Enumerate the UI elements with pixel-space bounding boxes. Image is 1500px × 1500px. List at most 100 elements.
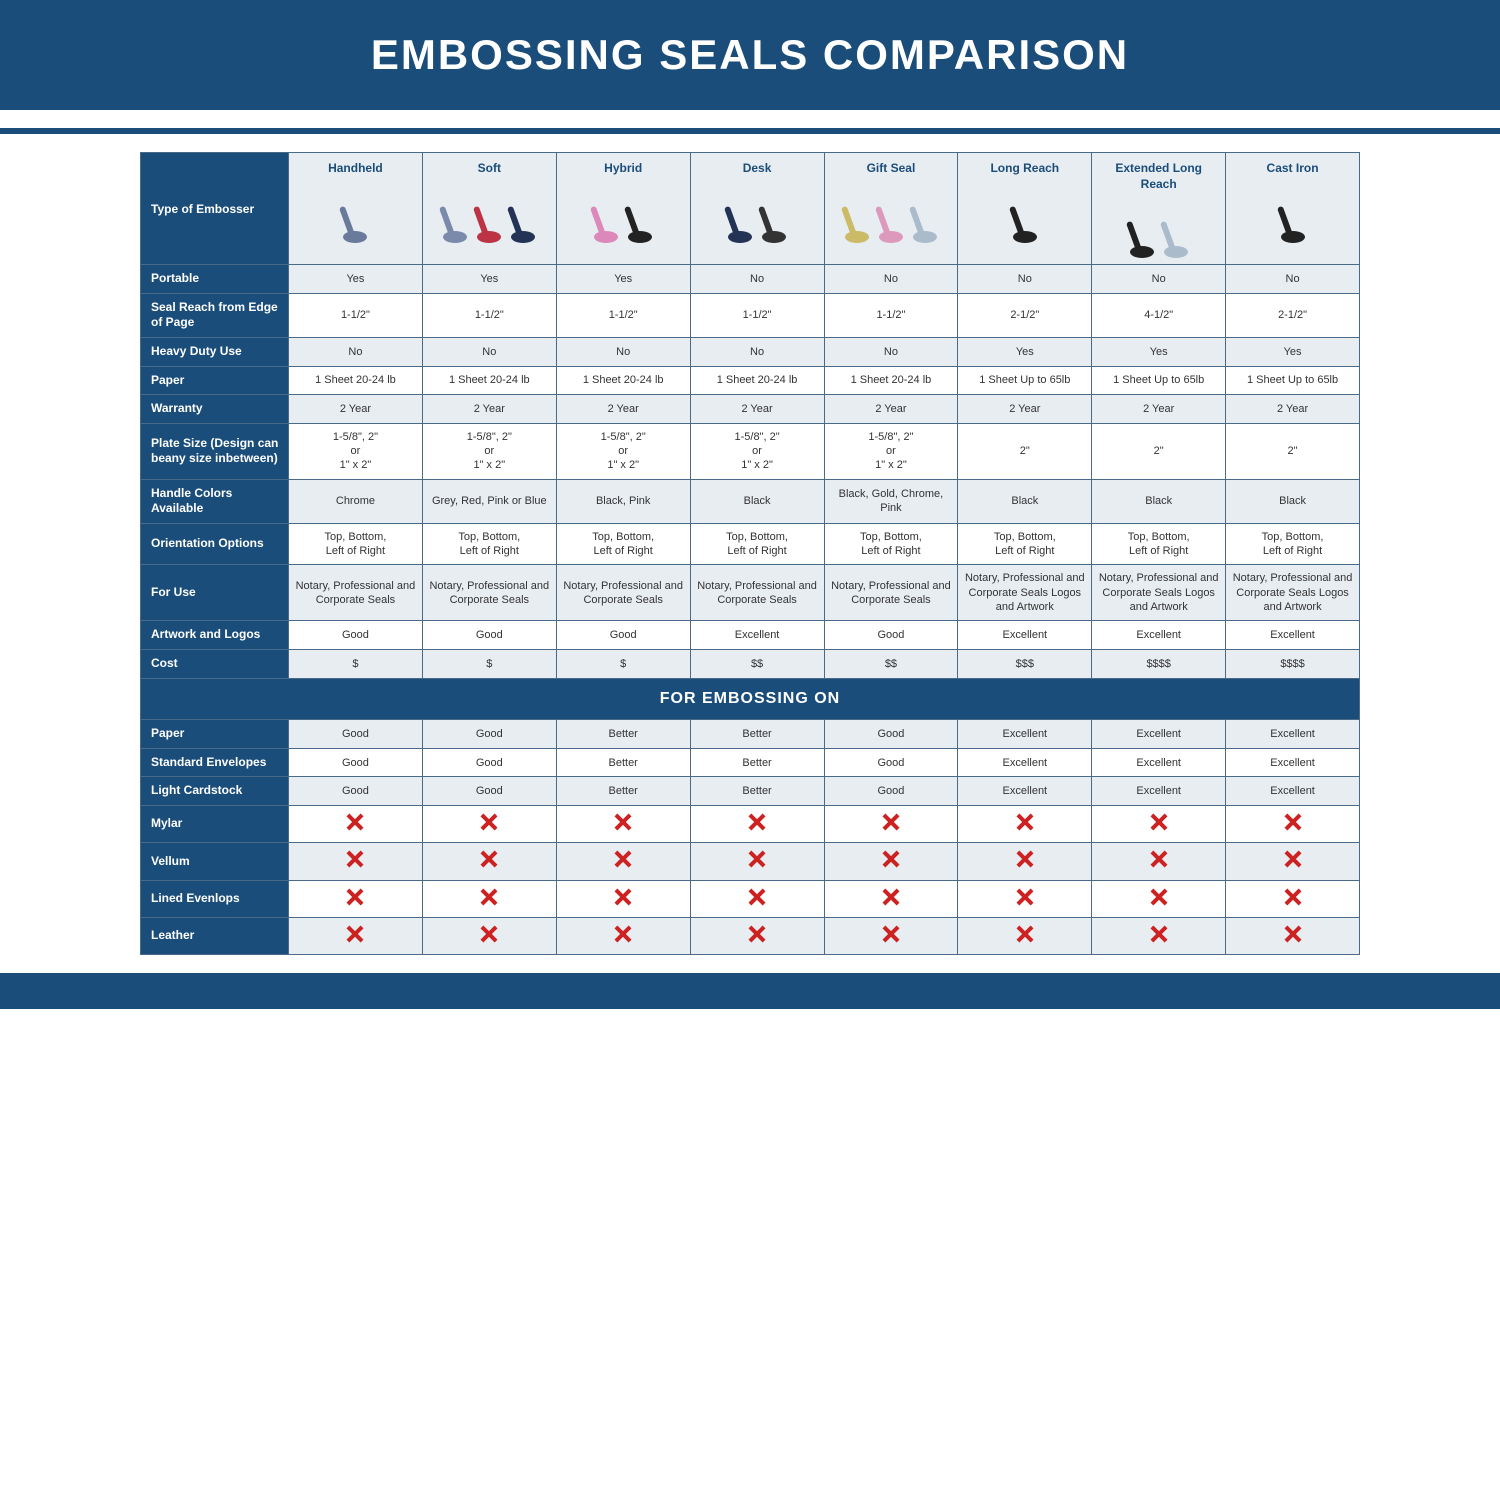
table-cell bbox=[824, 880, 958, 917]
table-cell: Top, Bottom,Left of Right bbox=[690, 523, 824, 565]
table-cell: Excellent bbox=[1226, 777, 1360, 806]
row-label: Vellum bbox=[141, 843, 289, 880]
embosser-icon bbox=[1096, 198, 1221, 258]
table-cell: Notary, Professional and Corporate Seals… bbox=[1226, 565, 1360, 621]
column-header: Long Reach bbox=[958, 153, 1092, 265]
table-cell bbox=[958, 843, 1092, 880]
column-header: Gift Seal bbox=[824, 153, 958, 265]
x-mark-icon bbox=[479, 887, 499, 907]
row-label: Plate Size (Design can beany size inbetw… bbox=[141, 423, 289, 479]
embosser-icon bbox=[561, 183, 686, 243]
row-label: Cost bbox=[141, 649, 289, 678]
table-cell: Yes bbox=[958, 337, 1092, 366]
table-cell bbox=[556, 806, 690, 843]
row-label: Handle Colors Available bbox=[141, 479, 289, 523]
x-mark-icon bbox=[1283, 849, 1303, 869]
x-mark-icon bbox=[747, 924, 767, 944]
divider-line bbox=[0, 128, 1500, 134]
table-cell bbox=[824, 917, 958, 954]
row-label: Portable bbox=[141, 265, 289, 294]
embosser-glyph bbox=[473, 195, 505, 243]
x-mark-icon bbox=[1283, 812, 1303, 832]
table-cell: 1 Sheet Up to 65lb bbox=[1092, 366, 1226, 395]
table-cell: Top, Bottom,Left of Right bbox=[556, 523, 690, 565]
table-cell: $$$$ bbox=[1226, 649, 1360, 678]
x-mark-icon bbox=[345, 812, 365, 832]
table-cell: No bbox=[824, 265, 958, 294]
table-cell: Excellent bbox=[958, 621, 1092, 650]
table-cell: 2 Year bbox=[422, 395, 556, 424]
row-label: Standard Envelopes bbox=[141, 748, 289, 777]
table-cell: Black bbox=[1092, 479, 1226, 523]
table-cell: Excellent bbox=[958, 720, 1092, 749]
embosser-glyph bbox=[439, 195, 471, 243]
table-cell bbox=[1092, 843, 1226, 880]
x-mark-icon bbox=[1149, 849, 1169, 869]
x-mark-icon bbox=[345, 924, 365, 944]
x-mark-icon bbox=[881, 849, 901, 869]
table-cell: Better bbox=[556, 720, 690, 749]
table-cell bbox=[958, 806, 1092, 843]
table-cell: Good bbox=[824, 621, 958, 650]
table-cell: 2 Year bbox=[690, 395, 824, 424]
table-row: For UseNotary, Professional and Corporat… bbox=[141, 565, 1360, 621]
table-row: Standard EnvelopesGoodGoodBetterBetterGo… bbox=[141, 748, 1360, 777]
x-mark-icon bbox=[881, 887, 901, 907]
embosser-icon bbox=[829, 183, 954, 243]
row-label: Orientation Options bbox=[141, 523, 289, 565]
comparison-table-wrap: Type of Embosser HandheldSoftHybridDeskG… bbox=[0, 152, 1500, 955]
table-cell: 4-1/2" bbox=[1092, 293, 1226, 337]
x-mark-icon bbox=[479, 849, 499, 869]
table-cell: $ bbox=[556, 649, 690, 678]
table-body-main: PortableYesYesYesNoNoNoNoNoSeal Reach fr… bbox=[141, 265, 1360, 678]
table-cell: Better bbox=[690, 720, 824, 749]
table-cell bbox=[690, 843, 824, 880]
table-cell: Better bbox=[690, 748, 824, 777]
table-cell: Good bbox=[289, 720, 423, 749]
table-cell: Notary, Professional and Corporate Seals… bbox=[958, 565, 1092, 621]
embosser-glyph bbox=[875, 195, 907, 243]
table-cell: 1-1/2" bbox=[690, 293, 824, 337]
table-cell: 1-1/2" bbox=[556, 293, 690, 337]
table-cell: 2 Year bbox=[1226, 395, 1360, 424]
table-cell: 2 Year bbox=[556, 395, 690, 424]
embosser-glyph bbox=[1009, 195, 1041, 243]
section-label: FOR EMBOSSING ON bbox=[141, 678, 1360, 720]
x-mark-icon bbox=[1283, 924, 1303, 944]
table-cell: Good bbox=[556, 621, 690, 650]
table-cell: Good bbox=[824, 720, 958, 749]
embosser-glyph bbox=[507, 195, 539, 243]
table-cell: Better bbox=[556, 748, 690, 777]
table-cell bbox=[422, 917, 556, 954]
table-cell bbox=[958, 880, 1092, 917]
column-header: Extended Long Reach bbox=[1092, 153, 1226, 265]
table-cell: Better bbox=[556, 777, 690, 806]
table-cell: No bbox=[1226, 265, 1360, 294]
table-cell: 1-5/8", 2"or1" x 2" bbox=[289, 423, 423, 479]
table-cell: 1-5/8", 2"or1" x 2" bbox=[690, 423, 824, 479]
table-cell: 2 Year bbox=[289, 395, 423, 424]
table-cell: Grey, Red, Pink or Blue bbox=[422, 479, 556, 523]
embosser-glyph bbox=[339, 195, 371, 243]
table-cell: Yes bbox=[289, 265, 423, 294]
table-cell: Good bbox=[824, 777, 958, 806]
table-cell: Excellent bbox=[1092, 777, 1226, 806]
table-cell: Black bbox=[690, 479, 824, 523]
column-label: Extended Long Reach bbox=[1096, 161, 1221, 192]
column-header: Handheld bbox=[289, 153, 423, 265]
table-cell bbox=[1226, 917, 1360, 954]
x-mark-icon bbox=[1283, 887, 1303, 907]
table-row: Artwork and LogosGoodGoodGoodExcellentGo… bbox=[141, 621, 1360, 650]
table-cell: Excellent bbox=[958, 777, 1092, 806]
table-cell: 1 Sheet Up to 65lb bbox=[1226, 366, 1360, 395]
embosser-glyph bbox=[758, 195, 790, 243]
x-mark-icon bbox=[747, 849, 767, 869]
table-cell: No bbox=[824, 337, 958, 366]
table-cell bbox=[1092, 806, 1226, 843]
table-cell: Excellent bbox=[1092, 720, 1226, 749]
table-cell: 1-5/8", 2"or1" x 2" bbox=[422, 423, 556, 479]
table-cell: 2 Year bbox=[958, 395, 1092, 424]
type-of-embosser-label: Type of Embosser bbox=[141, 153, 289, 265]
row-label: Mylar bbox=[141, 806, 289, 843]
table-cell bbox=[422, 843, 556, 880]
